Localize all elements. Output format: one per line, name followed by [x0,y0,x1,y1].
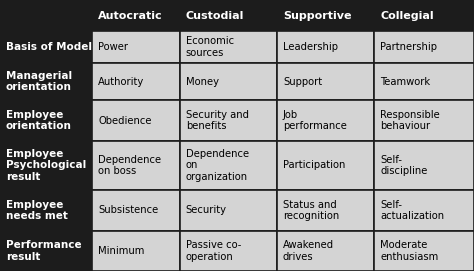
Bar [92,141,180,190]
Text: Moderate
enthusiasm: Moderate enthusiasm [380,240,438,262]
Text: Leadership: Leadership [283,42,338,52]
Bar [0,190,92,231]
Text: Security and
benefits: Security and benefits [186,110,249,131]
Bar [0,0,92,31]
Bar [92,231,180,271]
Bar [277,190,374,231]
Text: Custodial: Custodial [186,11,244,21]
Text: Dependence
on
organization: Dependence on organization [186,149,249,182]
Bar [92,31,180,63]
Bar [277,0,374,31]
Bar [374,63,474,100]
Bar [0,231,92,271]
Bar [374,100,474,141]
Text: Supportive: Supportive [283,11,352,21]
Text: Passive co-
operation: Passive co- operation [186,240,241,262]
Text: Responsible
behaviour: Responsible behaviour [380,110,440,131]
Text: Power: Power [98,42,128,52]
Text: Job
performance: Job performance [283,110,347,131]
Text: Obedience: Obedience [98,115,152,125]
Bar [374,141,474,190]
Bar [277,141,374,190]
Text: Awakened
drives: Awakened drives [283,240,334,262]
Text: Subsistence: Subsistence [98,205,158,215]
Bar [180,231,277,271]
Bar [0,100,92,141]
Text: Performance
result: Performance result [6,240,82,262]
Text: Security: Security [186,205,227,215]
Text: Support: Support [283,77,322,87]
Bar [180,0,277,31]
Bar [374,31,474,63]
Bar [374,0,474,31]
Text: Employee
orientation: Employee orientation [6,110,72,131]
Text: Self-
actualization: Self- actualization [380,199,444,221]
Text: Status and
recognition: Status and recognition [283,199,339,221]
Bar [180,190,277,231]
Text: Autocratic: Autocratic [98,11,163,21]
Text: Employee
Psychological
result: Employee Psychological result [6,149,86,182]
Text: Economic
sources: Economic sources [186,36,234,58]
Bar [92,100,180,141]
Text: Money: Money [186,77,219,87]
Text: Basis of Model: Basis of Model [6,42,91,52]
Bar [277,231,374,271]
Text: Self-
discipline: Self- discipline [380,155,428,176]
Text: Teamwork: Teamwork [380,77,430,87]
Bar [180,63,277,100]
Bar [277,100,374,141]
Bar [277,31,374,63]
Text: Collegial: Collegial [380,11,434,21]
Bar [374,190,474,231]
Text: Minimum: Minimum [98,246,145,256]
Text: Partnership: Partnership [380,42,437,52]
Text: Authority: Authority [98,77,145,87]
Bar [374,231,474,271]
Bar [0,141,92,190]
Text: Dependence
on boss: Dependence on boss [98,155,161,176]
Bar [180,141,277,190]
Bar [277,63,374,100]
Bar [92,0,180,31]
Text: Participation: Participation [283,160,346,170]
Bar [92,63,180,100]
Bar [0,63,92,100]
Bar [0,31,92,63]
Bar [92,190,180,231]
Bar [180,100,277,141]
Bar [180,31,277,63]
Text: Managerial
orientation: Managerial orientation [6,71,72,92]
Text: Employee
needs met: Employee needs met [6,199,68,221]
